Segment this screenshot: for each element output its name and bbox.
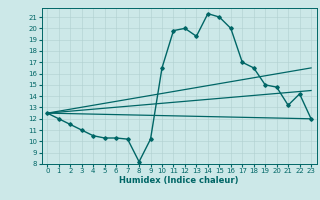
X-axis label: Humidex (Indice chaleur): Humidex (Indice chaleur) [119, 176, 239, 185]
